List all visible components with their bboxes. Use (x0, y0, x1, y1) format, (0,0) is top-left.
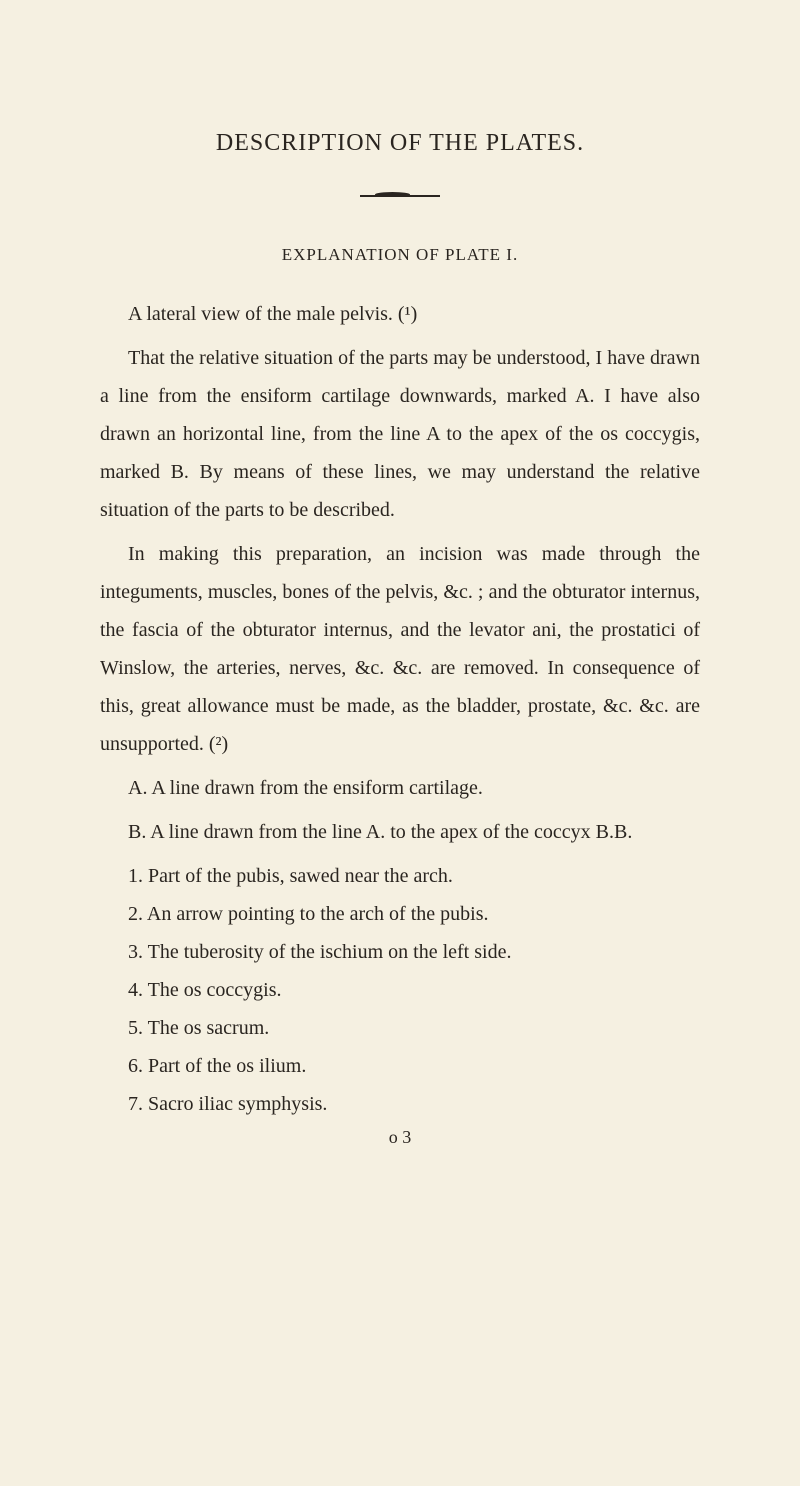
list-item-3: 3. The tuberosity of the ischium on the … (100, 933, 700, 971)
list-item-1: 1. Part of the pubis, sawed near the arc… (100, 857, 700, 895)
page-title: DESCRIPTION OF THE PLATES. (100, 130, 700, 157)
list-item-4: 4. The os coccygis. (100, 971, 700, 1009)
list-item-7: 7. Sacro iliac symphysis. (100, 1085, 700, 1123)
list-item-6: 6. Part of the os ilium. (100, 1047, 700, 1085)
plate-subtitle: EXPLANATION OF PLATE I. (100, 245, 700, 265)
para-5: B. A line drawn from the line A. to the … (100, 813, 700, 851)
divider-shape (360, 192, 440, 200)
para-1: A lateral view of the male pelvis. (¹) (100, 295, 700, 333)
para-3: In making this preparation, an incision … (100, 535, 700, 763)
list-item-5: 5. The os sacrum. (100, 1009, 700, 1047)
divider-ornament (100, 187, 700, 205)
footer-signature: o 3 (100, 1127, 700, 1148)
para-4: A. A line drawn from the ensiform cartil… (100, 769, 700, 807)
para-2: That the relative situation of the parts… (100, 339, 700, 529)
list-item-2: 2. An arrow pointing to the arch of the … (100, 895, 700, 933)
